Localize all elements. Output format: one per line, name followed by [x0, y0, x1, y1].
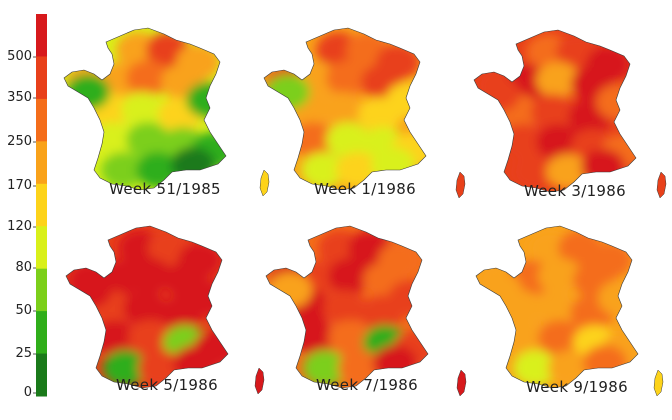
map-title: Week 1/1986	[314, 180, 416, 198]
legend-swatch	[36, 141, 47, 185]
incidence-region	[303, 350, 347, 386]
legend-swatch	[36, 14, 47, 57]
legend-swatch	[36, 311, 47, 355]
map-title: Week 7/1986	[316, 376, 418, 394]
incidence-region	[301, 152, 345, 188]
france-outline	[475, 225, 639, 389]
legend-tick-label: 500	[7, 49, 32, 64]
legend-tick-label: 0	[23, 385, 32, 400]
corsica-island	[653, 369, 664, 397]
france-map	[65, 225, 229, 389]
legend-tick-label: 25	[15, 346, 32, 361]
incidence-region	[326, 60, 370, 96]
legend-swatch	[36, 226, 47, 270]
incidence-region	[538, 320, 582, 356]
map-panel: Week 1/1986	[260, 22, 470, 222]
corsica-island	[656, 171, 667, 199]
color-legend: 500 350 250 170 120 80 50 25 0	[0, 0, 60, 415]
incidence-region	[328, 320, 372, 356]
france-map	[63, 27, 227, 191]
incidence-region	[476, 76, 520, 112]
incidence-region	[103, 350, 147, 386]
incidence-region	[581, 149, 625, 185]
incidence-region	[128, 258, 172, 294]
france-outline	[263, 27, 427, 191]
corsica-island	[259, 169, 270, 197]
legend-swatch	[36, 98, 47, 142]
legend-swatch	[36, 268, 47, 312]
incidence-region	[326, 122, 370, 158]
incidence-region	[511, 154, 555, 190]
france-outline	[265, 225, 429, 389]
france-outline	[63, 27, 227, 191]
legend-swatch	[36, 183, 47, 227]
corsica-island	[254, 367, 265, 395]
incidence-region	[536, 62, 580, 98]
map-panel: Week 7/1986	[262, 220, 472, 420]
map-panel: Week 9/1986	[472, 220, 672, 420]
france-outline	[473, 29, 637, 193]
france-map	[473, 29, 637, 193]
legend-tick-label: 50	[15, 303, 32, 318]
map-title: Week 51/1985	[109, 180, 221, 198]
legend-swatch	[36, 353, 47, 397]
incidence-region	[478, 272, 522, 308]
legend-tick-label: 250	[7, 134, 32, 149]
france-map	[475, 225, 639, 389]
incidence-region	[321, 92, 365, 128]
incidence-region	[101, 152, 145, 188]
legend-swatch	[36, 56, 47, 100]
france-map	[263, 27, 427, 191]
incidence-region	[128, 320, 172, 356]
incidence-region	[531, 94, 575, 130]
map-title: Week 5/1986	[116, 376, 218, 394]
incidence-region	[126, 122, 170, 158]
incidence-region	[538, 258, 582, 294]
incidence-region	[533, 290, 577, 326]
france-outline	[65, 225, 229, 389]
incidence-region	[323, 290, 367, 326]
france-map	[265, 225, 429, 389]
legend-tick-label: 80	[15, 260, 32, 275]
map-fill	[64, 28, 226, 190]
incidence-region	[171, 147, 215, 183]
legend-tick-label: 120	[7, 219, 32, 234]
legend-tick-label: 170	[7, 178, 32, 193]
incidence-region	[266, 74, 310, 110]
legend-color-bar	[33, 14, 47, 397]
map-title: Week 9/1986	[526, 378, 628, 396]
incidence-region	[583, 345, 627, 381]
incidence-region	[513, 350, 557, 386]
map-panel: Week 51/1985	[60, 22, 270, 222]
map-panel: Week 5/1986	[62, 220, 272, 420]
incidence-region	[268, 272, 312, 308]
incidence-region	[328, 258, 372, 294]
legend-tick-label: 350	[7, 90, 32, 105]
map-title: Week 3/1986	[524, 182, 626, 200]
corsica-island	[455, 171, 466, 199]
incidence-region	[126, 60, 170, 96]
incidence-region	[536, 124, 580, 160]
incidence-region	[371, 147, 415, 183]
incidence-region	[121, 92, 165, 128]
map-panel: Week 3/1986	[470, 24, 672, 224]
incidence-region	[123, 290, 167, 326]
incidence-region	[68, 272, 112, 308]
incidence-region	[66, 74, 110, 110]
corsica-island	[456, 369, 467, 397]
